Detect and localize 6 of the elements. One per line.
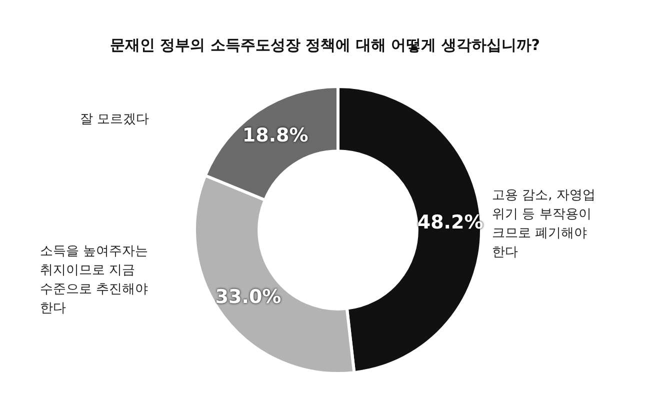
slice-label: 소득을 높여주자는 취지이므로 지금 수준으로 추진해야 한다 <box>40 243 150 318</box>
chart-title: 문재인 정부의 소득주도성장 정책에 대해 어떻게 생각하십니까? <box>108 36 542 55</box>
slice-label: 고용 감소, 자영업 위기 등 부작용이 크므로 폐기해야 한다 <box>492 187 596 262</box>
slice-label: 잘 모르겠다 <box>80 111 150 129</box>
data-label: 33.0% <box>215 286 282 308</box>
data-label: 18.8% <box>242 124 308 146</box>
